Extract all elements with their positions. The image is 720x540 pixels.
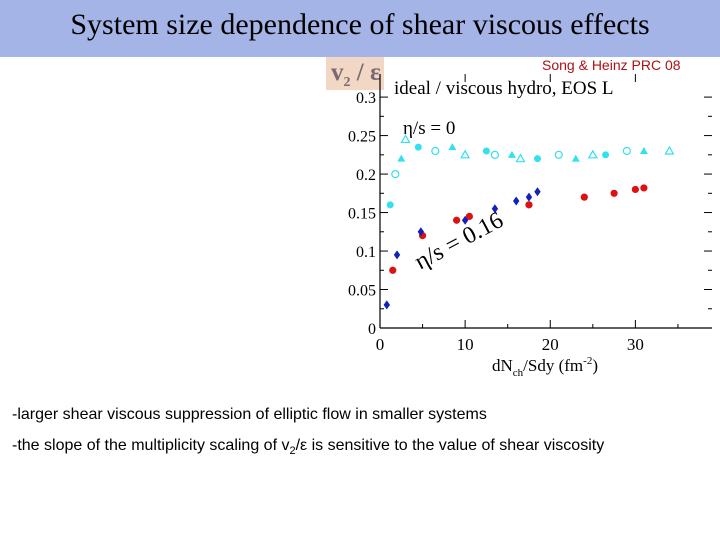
x-tick-label: 20 (542, 335, 559, 354)
viscous-blue-point (417, 227, 425, 237)
x-axis-label-sup: -2 (583, 355, 592, 367)
ideal-point (414, 143, 422, 151)
annotation-ideal: η/s = 0 (403, 118, 455, 139)
series-markers (383, 134, 675, 310)
ideal-point (448, 143, 457, 151)
ideal-point (386, 201, 394, 209)
scatter-chart: 0 0.05 0.1 0.15 0.2 0.25 0.3 0 10 20 30 ideal / vi… (348, 74, 712, 379)
axes (379, 74, 712, 329)
y-axis-label-sub: 2 (343, 75, 351, 90)
note-line-2-b: /ε is sensitive to the value of shear vi… (295, 437, 605, 454)
ideal-point (490, 150, 500, 159)
y-axis-label-tail: / ε (350, 59, 381, 86)
viscous-red-point (580, 193, 588, 201)
y-tick-label: 0.15 (348, 206, 376, 223)
viscous-red-point (453, 216, 461, 224)
viscous-blue-point (534, 187, 541, 197)
viscous-red-point (389, 266, 397, 274)
ideal-point (482, 147, 490, 155)
x-tick-label: 30 (627, 335, 644, 354)
viscous-blue-point (525, 192, 533, 202)
citation: Song & Heinz PRC 08 (542, 57, 681, 73)
annotation-viscous: η/s = 0.16 (411, 207, 508, 275)
ideal-point (431, 146, 440, 156)
y-tick-label: 0.2 (356, 167, 376, 184)
x-tick-label: 0 (376, 335, 385, 354)
note-line-2-a: -the slope of the multiplicity scaling o… (12, 437, 290, 454)
y-tick-label: 0.25 (348, 129, 376, 146)
y-axis-label: v2 / ε (331, 59, 381, 91)
x-axis-label-mid: /Sdy (fm (523, 356, 583, 375)
ideal-point (602, 151, 610, 159)
ideal-point (554, 150, 563, 159)
ideal-point (391, 169, 400, 179)
chart-subtitle: ideal / viscous hydro, EOS L (394, 78, 614, 99)
x-axis-label-sub: ch (513, 367, 524, 379)
viscous-red-point (525, 201, 533, 209)
title-bar (0, 0, 720, 57)
ideal-point (571, 154, 580, 162)
ideal-point (587, 149, 598, 159)
y-axis-label-main: v (331, 59, 344, 86)
viscous-blue-point (393, 250, 401, 260)
ideal-point (397, 154, 406, 162)
x-tick-label: 10 (457, 335, 474, 354)
viscous-red-point (610, 189, 618, 197)
ideal-point (400, 134, 411, 144)
viscous-blue-point (491, 204, 499, 214)
note-line-2-sub: 2 (289, 445, 296, 458)
page-title: System size dependence of shear viscous … (70, 8, 650, 41)
x-axis-label-main: dN (492, 356, 513, 375)
viscous-blue-point (383, 300, 391, 310)
y-tick-label: 0.3 (356, 90, 376, 107)
note-line-1: -larger shear viscous suppression of ell… (12, 406, 487, 423)
y-tick-label: 0.05 (348, 283, 376, 300)
viscous-red-point (465, 212, 473, 220)
ideal-point (664, 145, 675, 155)
ideal-point (533, 155, 541, 163)
x-axis-label-end: ) (592, 356, 598, 375)
viscous-blue-point (513, 196, 520, 206)
ideal-point (507, 150, 516, 158)
tick-labels: 0 0.05 0.1 0.15 0.2 0.25 0.3 0 10 20 30 (348, 90, 644, 354)
ideal-point (639, 146, 648, 154)
y-axis-label-box (326, 57, 384, 90)
viscous-red-point (640, 184, 648, 192)
x-axis-label: dNch/Sdy (fm-2) (492, 355, 598, 379)
y-tick-label: 0 (368, 321, 376, 338)
ideal-point (515, 153, 526, 163)
ideal-point (622, 146, 631, 156)
y-tick-label: 0.1 (356, 244, 376, 261)
ideal-point (460, 149, 471, 159)
note-line-2: -the slope of the multiplicity scaling o… (12, 437, 604, 457)
viscous-red-point (631, 185, 639, 194)
